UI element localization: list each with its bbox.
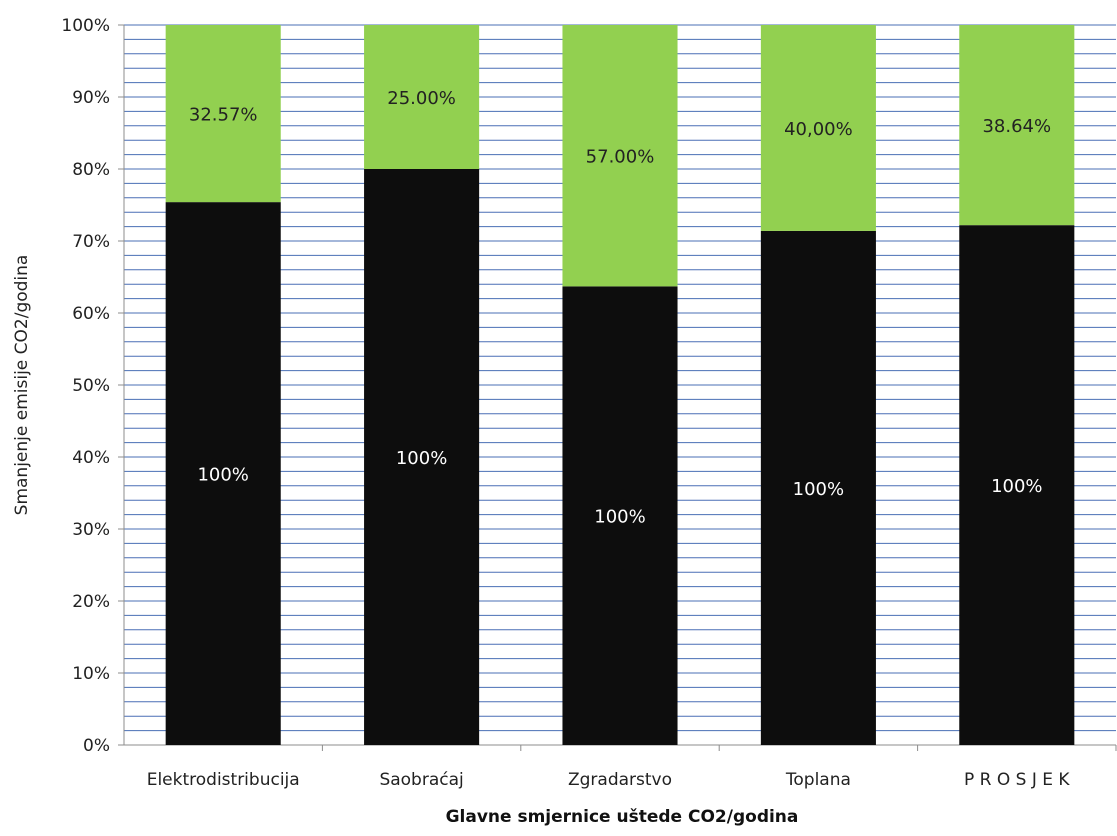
x-category-label: Zgradarstvo	[568, 770, 672, 790]
y-tick-label: 80%	[72, 160, 110, 180]
x-category-label: Toplana	[785, 770, 851, 790]
y-tick-label: 70%	[72, 232, 110, 252]
bar-segment-reduction	[959, 25, 1075, 226]
bar-segment-reduction	[760, 25, 876, 231]
bar-data-label: 100%	[991, 476, 1042, 497]
bar-data-label: 38.64%	[982, 116, 1051, 137]
bars	[165, 25, 1075, 746]
bar-data-label: 57.00%	[586, 147, 655, 168]
y-tick-label: 0%	[83, 736, 110, 756]
y-tick-label: 20%	[72, 592, 110, 612]
x-category-label: Saobraćaj	[379, 770, 463, 790]
bar-segment-base	[562, 286, 678, 745]
bar-data-label: 100%	[594, 507, 645, 528]
y-tick-label: 90%	[72, 88, 110, 108]
bar-data-label: 40,00%	[784, 119, 853, 140]
bar-segment-base	[959, 225, 1075, 745]
axes: 0% 10% 20% 30% 40% 50% 60% 70% 80% 90% 100% Elektro…	[61, 16, 1117, 790]
y-axis-title: Smanjenje emisije CO2/godina	[12, 255, 32, 516]
bar-segment-reduction	[364, 25, 480, 169]
bar-segment-reduction	[165, 25, 281, 203]
bar-data-label: 100%	[396, 448, 447, 469]
x-axis-title: Glavne smjernice uštede CO2/godina	[446, 807, 799, 827]
bar-segment-base	[165, 202, 281, 745]
y-tick-label: 100%	[61, 16, 110, 36]
bar-segment-base	[760, 230, 876, 746]
bar-data-label: 25.00%	[387, 88, 456, 109]
bar-segment-base	[364, 169, 480, 745]
y-tick-label: 10%	[72, 664, 110, 684]
bar-data-label: 100%	[197, 465, 248, 486]
y-tick-label: 40%	[72, 448, 110, 468]
y-tick-label: 30%	[72, 520, 110, 540]
bar-data-label: 100%	[793, 479, 844, 500]
x-category-label: Elektrodistribucija	[147, 770, 300, 790]
bar-data-label: 32.57%	[189, 105, 258, 126]
y-tick-label: 50%	[72, 376, 110, 396]
bar-segment-reduction	[562, 25, 678, 287]
y-tick-label: 60%	[72, 304, 110, 324]
data-labels: 100% 32.57% 100% 25.00% 100% 57.00% 100% 40,00%…	[189, 88, 1051, 528]
x-category-label: P R O S J E K	[964, 770, 1070, 790]
